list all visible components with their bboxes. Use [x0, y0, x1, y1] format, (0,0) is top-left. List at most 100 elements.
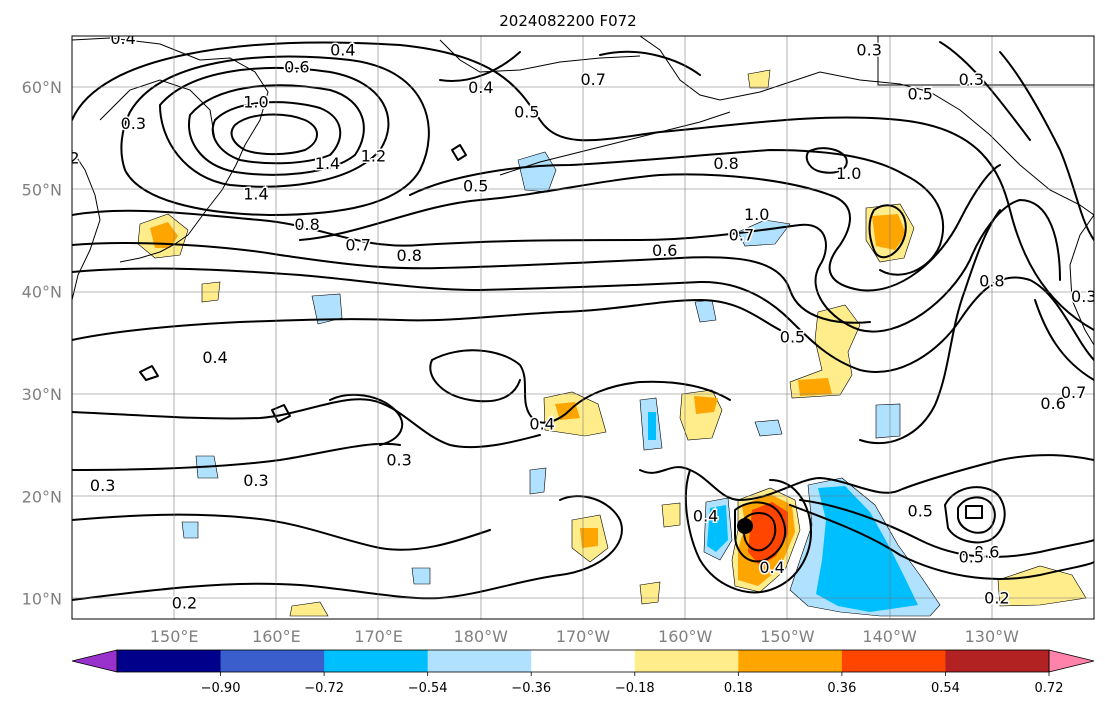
contour [299, 164, 1001, 292]
anomaly-shading [137, 69, 1087, 617]
contour-label: 0.2 [172, 594, 197, 613]
contour [451, 144, 467, 161]
colorbar-segment [324, 650, 429, 672]
contour [72, 495, 623, 601]
coastline-north-america [1069, 214, 1094, 346]
lat-label: 60°N [22, 78, 62, 97]
colorbar-segment [427, 650, 532, 672]
lon-label: 160°E [252, 627, 301, 646]
contour-label: 0.6 [284, 58, 309, 77]
contour-label: 0.4 [110, 29, 135, 48]
contour [72, 242, 871, 324]
coastline-aleutians [499, 111, 731, 176]
coastline-kurils-chain [119, 234, 189, 263]
longitude-labels: 150°E 160°E 170°E 180°W 170°W 160°W 150°W 140°W… [150, 627, 1019, 646]
contour [743, 512, 777, 552]
contour [211, 101, 342, 165]
border-canada-alaska [877, 36, 1094, 86]
shade-positive-patch-core [872, 214, 906, 250]
contour [72, 267, 1094, 373]
coastline-bering [439, 39, 641, 73]
contour-label: 0.5 [780, 328, 805, 347]
contour-label: 0.8 [979, 271, 1004, 290]
shade-negative-core [816, 486, 918, 612]
colorbar-tick-labels: −0.90 −0.72 −0.54 −0.36 −0.18 0.18 0.36 0.54 0.7… [201, 672, 1063, 696]
contour [431, 349, 731, 424]
contour [329, 393, 404, 446]
contour-label: 1.4 [243, 185, 268, 204]
contour [799, 499, 1094, 558]
colorbar-segment [531, 650, 636, 672]
coastline-siberia [72, 37, 201, 61]
contour-label: 1.2 [361, 147, 386, 166]
colorbar-segment [220, 650, 325, 672]
contour [999, 51, 1094, 241]
contour-label: 0.5 [908, 502, 933, 521]
storm-center-marker [737, 518, 753, 534]
contour [72, 299, 781, 341]
contour [599, 50, 701, 76]
contour-label: 0.6 [1040, 394, 1065, 413]
map-frame [71, 35, 1095, 620]
contour [188, 84, 365, 176]
contour-label: 0.4 [330, 40, 355, 59]
contour [734, 501, 787, 563]
shade-positive-patch-core [798, 378, 832, 396]
coastline-alaska [639, 36, 1094, 216]
figure-title: 2024082200 F072 [499, 12, 636, 30]
colorbar-tick-label: 0.54 [931, 681, 960, 696]
contour-label: 0.4 [693, 507, 718, 526]
contour-label: 0.3 [90, 476, 115, 495]
shade-negative-patch [411, 567, 431, 585]
contour-label: 0.5 [463, 176, 488, 195]
contour [409, 149, 945, 276]
contour [939, 41, 1031, 141]
shade-positive-patch [639, 581, 661, 605]
coastline-japan-kurils [72, 149, 101, 301]
colorbar-tick-label: 0.18 [724, 681, 753, 696]
lat-label: 40°N [22, 283, 62, 302]
contour-label: 0.5 [959, 548, 984, 567]
shade-negative-patch [875, 403, 901, 439]
contour-label: 0.3 [959, 70, 984, 89]
lon-label: 170°W [556, 627, 611, 646]
colorbar-segment [738, 650, 843, 672]
contour [230, 113, 318, 156]
contour [805, 147, 848, 174]
contour [944, 486, 1006, 544]
colorbar-segment [634, 650, 739, 672]
contour [789, 504, 1094, 580]
contour-label: 0.4 [759, 558, 784, 577]
shade-negative-patch [181, 521, 199, 539]
map-area: 0.40.40.61.00.31.4 1.21.40.80.70.80.40.50… [72, 29, 1094, 619]
shade-negative-patch [694, 299, 717, 323]
contour [868, 204, 907, 259]
shade-negative-patch [529, 467, 547, 495]
contour-label: 0.6 [974, 542, 999, 561]
shade-positive-patch-core [694, 396, 718, 414]
contour [639, 454, 1094, 501]
shade-positive-patch [661, 502, 681, 528]
shade-negative-west-core [707, 505, 728, 552]
contour-label: 0.5 [908, 84, 933, 103]
contour-label: 0.5 [514, 103, 539, 122]
contour [72, 199, 1061, 333]
contour [859, 209, 1001, 445]
colorbar-segment [945, 650, 1050, 672]
shade-positive-patch [747, 69, 771, 89]
contour-labels: 0.40.40.61.00.31.4 1.21.40.80.70.80.40.50… [72, 29, 1094, 614]
coastline-sea-of-okhotsk [99, 79, 216, 141]
contour-label: 0.3 [856, 40, 881, 59]
contour [965, 505, 983, 519]
shade-negative-patch [754, 419, 783, 437]
contour-label: 0.7 [345, 236, 370, 255]
lon-label: 140°W [862, 627, 917, 646]
contour-label: 1.0 [243, 92, 268, 111]
shade-positive-patch-core [580, 528, 598, 548]
contour [1034, 299, 1094, 381]
colorbar-extend-min [71, 649, 118, 673]
contour [72, 442, 401, 471]
contour-label: 0.8 [294, 215, 319, 234]
contour-label: 1.0 [836, 164, 861, 183]
lat-label: 20°N [22, 487, 62, 506]
